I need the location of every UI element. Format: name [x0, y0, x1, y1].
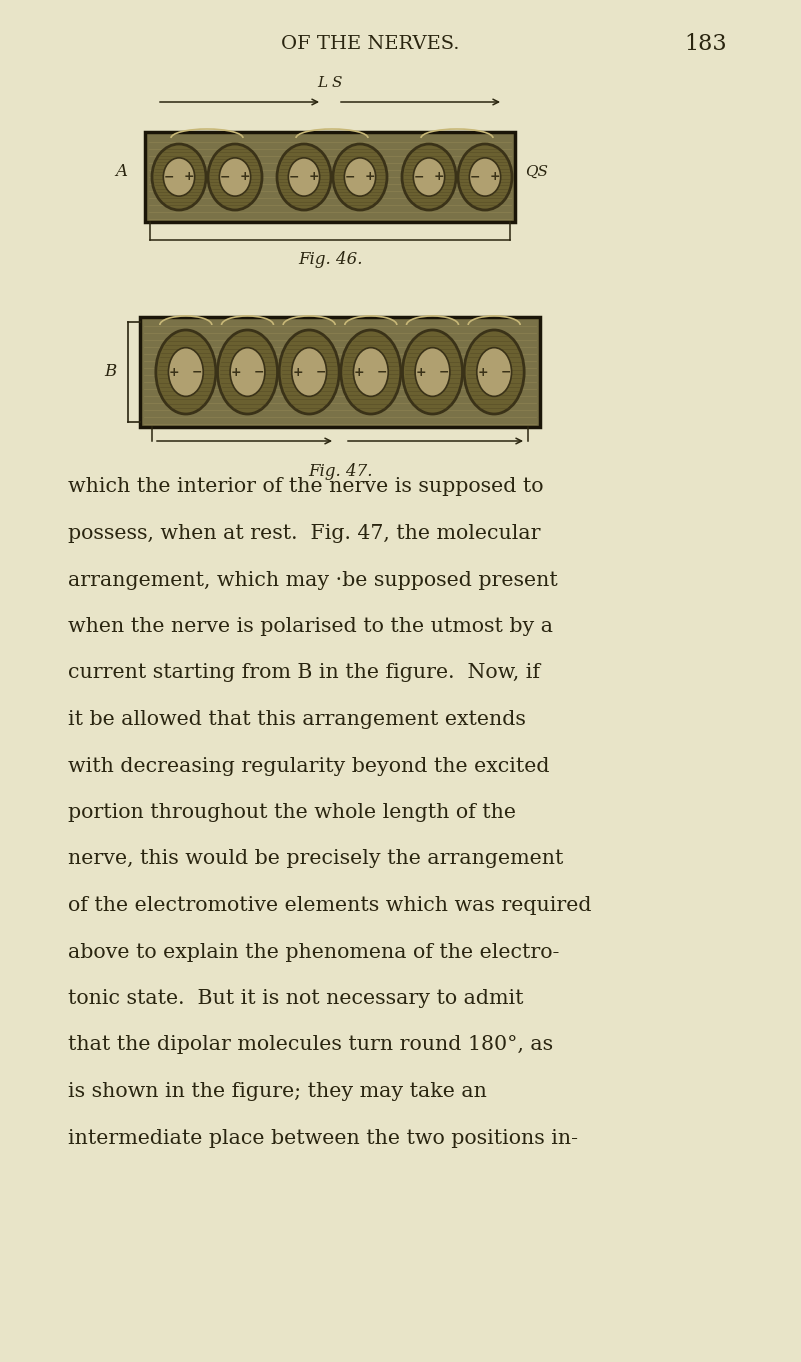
Bar [145, 132, 515, 222]
Text: −: − [439, 365, 449, 379]
Text: Fig. 46.: Fig. 46. [298, 252, 362, 268]
Ellipse shape [292, 347, 327, 396]
Text: −: − [469, 170, 480, 184]
Text: −: − [254, 365, 264, 379]
Text: +: + [354, 365, 364, 379]
Ellipse shape [353, 347, 388, 396]
Ellipse shape [458, 144, 512, 210]
Text: −: − [288, 170, 299, 184]
Text: 183: 183 [685, 33, 727, 54]
Bar [140, 317, 540, 428]
Text: +: + [477, 365, 488, 379]
Ellipse shape [219, 158, 251, 196]
Ellipse shape [402, 330, 462, 414]
Ellipse shape [333, 144, 387, 210]
Text: +: + [490, 170, 501, 184]
Ellipse shape [163, 158, 195, 196]
Text: which the interior of the nerve is supposed to: which the interior of the nerve is suppo… [68, 478, 544, 497]
Ellipse shape [413, 158, 445, 196]
Ellipse shape [277, 144, 331, 210]
Text: L S: L S [317, 76, 343, 90]
Ellipse shape [288, 158, 320, 196]
Text: above to explain the phenomena of the electro-: above to explain the phenomena of the el… [68, 943, 559, 962]
Text: is shown in the figure; they may take an: is shown in the figure; they may take an [68, 1081, 487, 1100]
Text: it be allowed that this arrangement extends: it be allowed that this arrangement exte… [68, 710, 526, 729]
Text: current starting from B in the figure.  Now, if: current starting from B in the figure. N… [68, 663, 540, 682]
Text: −: − [413, 170, 424, 184]
Text: +: + [169, 365, 179, 379]
Text: B: B [104, 364, 116, 380]
Text: +: + [240, 170, 251, 184]
Text: possess, when at rest.  Fig. 47, the molecular: possess, when at rest. Fig. 47, the mole… [68, 524, 541, 543]
Ellipse shape [469, 158, 501, 196]
Text: when the nerve is polarised to the utmost by a: when the nerve is polarised to the utmos… [68, 617, 553, 636]
Text: tonic state.  But it is not necessary to admit: tonic state. But it is not necessary to … [68, 989, 524, 1008]
Text: Fig. 47.: Fig. 47. [308, 463, 372, 481]
Text: +: + [434, 170, 445, 184]
Text: −: − [316, 365, 326, 379]
Text: −: − [377, 365, 388, 379]
Text: −: − [344, 170, 355, 184]
Ellipse shape [218, 330, 277, 414]
Text: nerve, this would be precisely the arrangement: nerve, this would be precisely the arran… [68, 850, 563, 869]
Text: intermediate place between the two positions in-: intermediate place between the two posit… [68, 1129, 578, 1148]
Text: +: + [231, 365, 241, 379]
Ellipse shape [402, 144, 456, 210]
Ellipse shape [168, 347, 203, 396]
Text: QS: QS [525, 165, 548, 178]
Text: OF THE NERVES.: OF THE NERVES. [281, 35, 460, 53]
Text: that the dipolar molecules turn round 180°, as: that the dipolar molecules turn round 18… [68, 1035, 553, 1054]
Text: −: − [192, 365, 203, 379]
Text: A: A [115, 163, 127, 181]
Ellipse shape [341, 330, 400, 414]
Text: +: + [416, 365, 426, 379]
Text: −: − [163, 170, 174, 184]
Text: +: + [309, 170, 320, 184]
Ellipse shape [230, 347, 265, 396]
Text: arrangement, which may ·be supposed present: arrangement, which may ·be supposed pres… [68, 571, 557, 590]
Text: −: − [219, 170, 230, 184]
Ellipse shape [464, 330, 524, 414]
Text: with decreasing regularity beyond the excited: with decreasing regularity beyond the ex… [68, 756, 549, 775]
Ellipse shape [477, 347, 512, 396]
Text: −: − [501, 365, 511, 379]
Ellipse shape [415, 347, 450, 396]
Text: +: + [365, 170, 376, 184]
Ellipse shape [152, 144, 206, 210]
Ellipse shape [208, 144, 262, 210]
Text: portion throughout the whole length of the: portion throughout the whole length of t… [68, 804, 516, 823]
Text: +: + [184, 170, 195, 184]
Ellipse shape [280, 330, 339, 414]
Text: +: + [292, 365, 303, 379]
Ellipse shape [156, 330, 215, 414]
Ellipse shape [344, 158, 376, 196]
Text: of the electromotive elements which was required: of the electromotive elements which was … [68, 896, 591, 915]
